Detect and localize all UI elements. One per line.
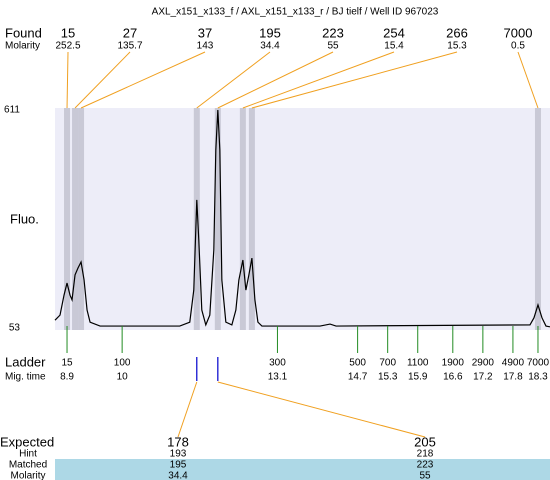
- found-molarity: 15.3: [447, 41, 467, 52]
- expected-size: 178: [167, 434, 189, 449]
- peak-band: [78, 108, 85, 330]
- found-molarity: 15.4: [384, 41, 404, 52]
- found-connector: [251, 51, 458, 109]
- peak-band: [214, 108, 221, 330]
- ladder-size: 15: [61, 358, 73, 369]
- ladder-size: 100: [114, 358, 131, 369]
- found-size: 15: [61, 25, 75, 40]
- found-molarity: 252.5: [55, 41, 80, 52]
- ladder-time: 15.9: [408, 372, 428, 383]
- hint-label: Hint: [19, 449, 37, 460]
- ladder-size: 7000: [527, 358, 550, 369]
- found-molarity: 55: [327, 41, 339, 52]
- matched-row-background: [55, 459, 550, 480]
- peak-band: [248, 108, 255, 330]
- y-tick-label: 53: [9, 323, 21, 334]
- expected-label: Expected: [0, 434, 54, 449]
- matched-label: Matched: [9, 460, 47, 471]
- ladder-size: 1100: [407, 358, 429, 369]
- found-connector: [242, 51, 395, 109]
- title: AXL_x151_x133_f / AXL_x151_x133_r / BJ t…: [152, 7, 439, 18]
- ladder-size: 300: [269, 358, 286, 369]
- matched-value: 195: [170, 460, 187, 471]
- found-size: 266: [446, 25, 468, 40]
- found-connector: [80, 51, 206, 109]
- peak-band: [193, 108, 200, 330]
- plot-area: [55, 108, 550, 330]
- expected-connector: [177, 381, 198, 438]
- hint-value: 218: [417, 449, 434, 460]
- ladder-time: 16.6: [443, 372, 463, 383]
- matched-molarity: 55: [419, 471, 431, 480]
- ladder-size: 500: [349, 358, 366, 369]
- found-size: 195: [259, 25, 281, 40]
- mig-time-label: Mig. time: [5, 372, 46, 383]
- found-size: 223: [322, 25, 344, 40]
- trace: [54, 109, 550, 328]
- found-size: 7000: [504, 25, 533, 40]
- ladder-time: 8.9: [60, 372, 74, 383]
- y-axis-label: Fluo.: [10, 211, 39, 226]
- molarity-label: Molarity: [5, 41, 40, 52]
- found-molarity: 0.5: [511, 41, 525, 52]
- ladder-time: 10: [117, 372, 129, 383]
- ladder-time: 17.2: [473, 372, 493, 383]
- peak-band: [534, 108, 541, 330]
- expected-connector: [217, 381, 426, 438]
- found-connector: [74, 51, 131, 109]
- found-connector: [217, 51, 334, 109]
- ladder-size: 2900: [472, 358, 495, 369]
- ladder-size: 700: [379, 358, 396, 369]
- y-tick-label: 611: [4, 105, 20, 116]
- ladder-time: 18.3: [528, 372, 548, 383]
- found-size: 254: [383, 25, 405, 40]
- ladder-size: 4900: [502, 358, 525, 369]
- found-molarity: 135.7: [117, 41, 142, 52]
- found-molarity: 143: [197, 41, 214, 52]
- found-connector: [196, 51, 271, 109]
- ladder-time: 14.7: [348, 372, 368, 383]
- expected-size: 205: [414, 434, 436, 449]
- found-label: Found: [5, 25, 42, 40]
- matched-molarity: 34.4: [168, 471, 188, 480]
- peak-band: [64, 108, 71, 330]
- found-size: 27: [123, 25, 137, 40]
- expected-molarity-label: Molarity: [10, 471, 45, 480]
- ladder-time: 15.3: [378, 372, 398, 383]
- found-size: 37: [198, 25, 212, 40]
- found-molarity: 34.4: [260, 41, 280, 52]
- peak-band: [239, 108, 246, 330]
- ladder-time: 17.8: [503, 372, 523, 383]
- ladder-size: 1900: [442, 358, 465, 369]
- peak-band: [72, 108, 79, 330]
- ladder-time: 13.1: [268, 372, 288, 383]
- hint-value: 193: [170, 449, 187, 460]
- matched-value: 223: [417, 460, 434, 471]
- ladder-label: Ladder: [5, 354, 46, 369]
- found-connector: [517, 51, 539, 109]
- found-connector: [66, 51, 69, 109]
